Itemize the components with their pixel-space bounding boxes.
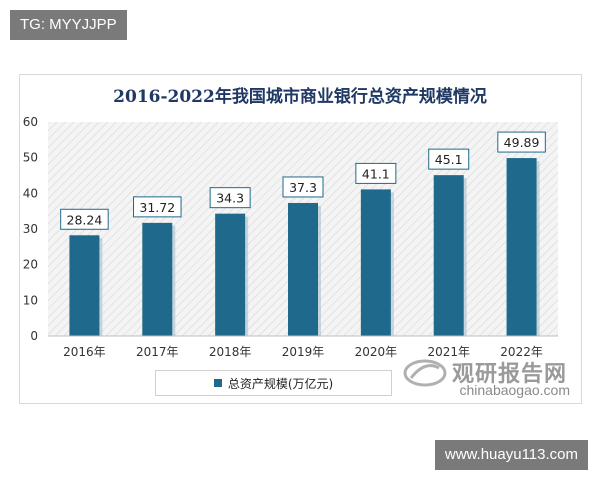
y-tick-label: 60 [23,115,38,129]
y-tick-label: 30 [23,222,38,236]
x-tick-label: 2021年 [427,345,470,359]
chart-title: 2016-2022年我国城市商业银行总资产规模情况 [113,87,487,107]
watermark-url: chinabaogao.com [459,382,570,398]
value-label-box [355,162,397,184]
y-tick-label: 50 [23,151,38,165]
bar [142,222,173,336]
watermark-brand: 观研报告网 [452,362,568,387]
x-tick-label: 2016年 [63,345,106,359]
footer-url: www.huayu113.com [434,440,588,470]
x-tick-label: 2022年 [500,345,543,359]
value-label: 28.24 [67,212,103,227]
bar [288,202,318,336]
value-label: 45.1 [435,152,463,167]
value-label: 31.72 [139,200,175,215]
value-label: 49.89 [504,135,540,150]
value-label: 41.1 [362,166,390,181]
legend-label: 总资产规模(万亿元) [227,376,334,391]
chart-legend: 总资产规模(万亿元) [155,370,392,396]
bars-group [69,158,540,336]
bar [506,158,537,336]
bar [360,189,391,336]
value-label-box [497,131,546,153]
legend-swatch [213,379,222,387]
y-axis: 0 10 20 30 40 50 60 [23,115,38,343]
tag-badge: TG: MYYJJPP [10,10,127,40]
bar [215,213,246,336]
value-label-box [209,187,251,209]
value-label: 37.3 [289,180,317,195]
y-tick-label: 40 [23,186,38,200]
bar [433,175,464,336]
y-tick-label: 0 [30,329,38,343]
value-label-box [60,208,109,230]
watermark-logo-icon [403,358,447,392]
y-tick-label: 20 [23,258,38,272]
value-label-box [428,148,470,170]
x-axis: 2016年 2017年 2018年 2019年 2020年 2021年 2022年 [48,335,558,359]
bar [69,235,100,336]
value-label-box [133,196,182,218]
x-tick-label: 2018年 [209,345,252,359]
value-labels-group: 28.24 31.72 34.3 37.3 41.1 45.1 49.89 [60,131,546,230]
x-tick-label: 2020年 [355,345,398,359]
y-tick-label: 10 [23,293,38,307]
value-label-box [282,176,324,198]
x-tick-label: 2017年 [136,345,179,359]
x-tick-label: 2019年 [282,345,325,359]
value-label: 34.3 [216,191,244,206]
